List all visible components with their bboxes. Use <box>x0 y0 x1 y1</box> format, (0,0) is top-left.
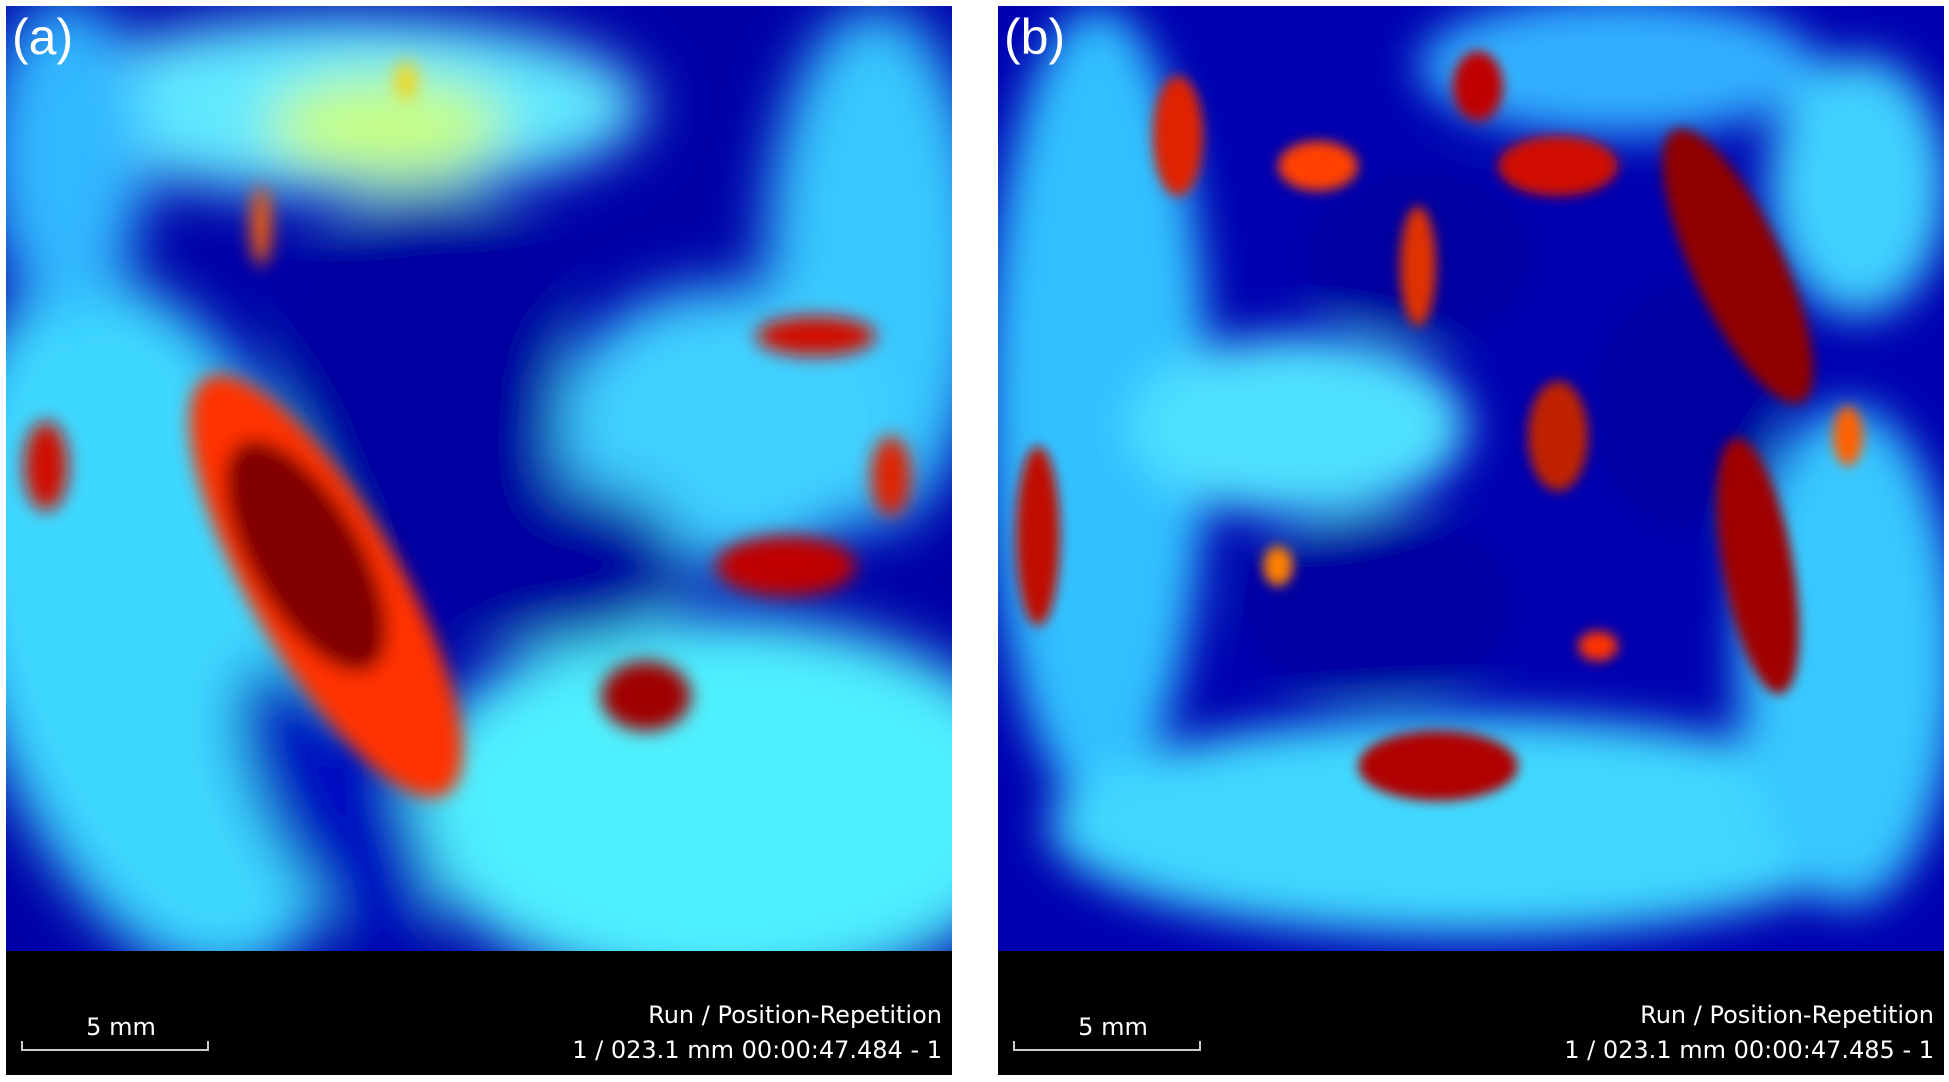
info-bar: 5 mm Run / Position-Repetition 1 / 023.1… <box>6 951 952 1075</box>
scale-label: 5 mm <box>1078 1013 1148 1041</box>
scale-label: 5 mm <box>86 1013 156 1041</box>
scale-bar <box>21 1041 209 1051</box>
panel-a: (a) 5 mm Run / Position-Repetition 1 / 0… <box>6 6 952 1075</box>
run-info: 1 / 023.1 mm 00:00:47.485 - 1 <box>1564 1036 1934 1064</box>
run-title: Run / Position-Repetition <box>648 1001 942 1029</box>
scale-bar <box>1013 1041 1201 1051</box>
panel-label: (a) <box>12 9 74 65</box>
panel-b: (b) 5 mm Run / Position-Repetition 1 / 0… <box>998 6 1944 1075</box>
scan-image <box>998 6 1944 951</box>
scan-image <box>6 6 952 951</box>
panel-label: (b) <box>1004 9 1066 65</box>
run-title: Run / Position-Repetition <box>1640 1001 1934 1029</box>
info-bar: 5 mm Run / Position-Repetition 1 / 023.1… <box>998 951 1944 1075</box>
run-info: 1 / 023.1 mm 00:00:47.484 - 1 <box>572 1036 942 1064</box>
